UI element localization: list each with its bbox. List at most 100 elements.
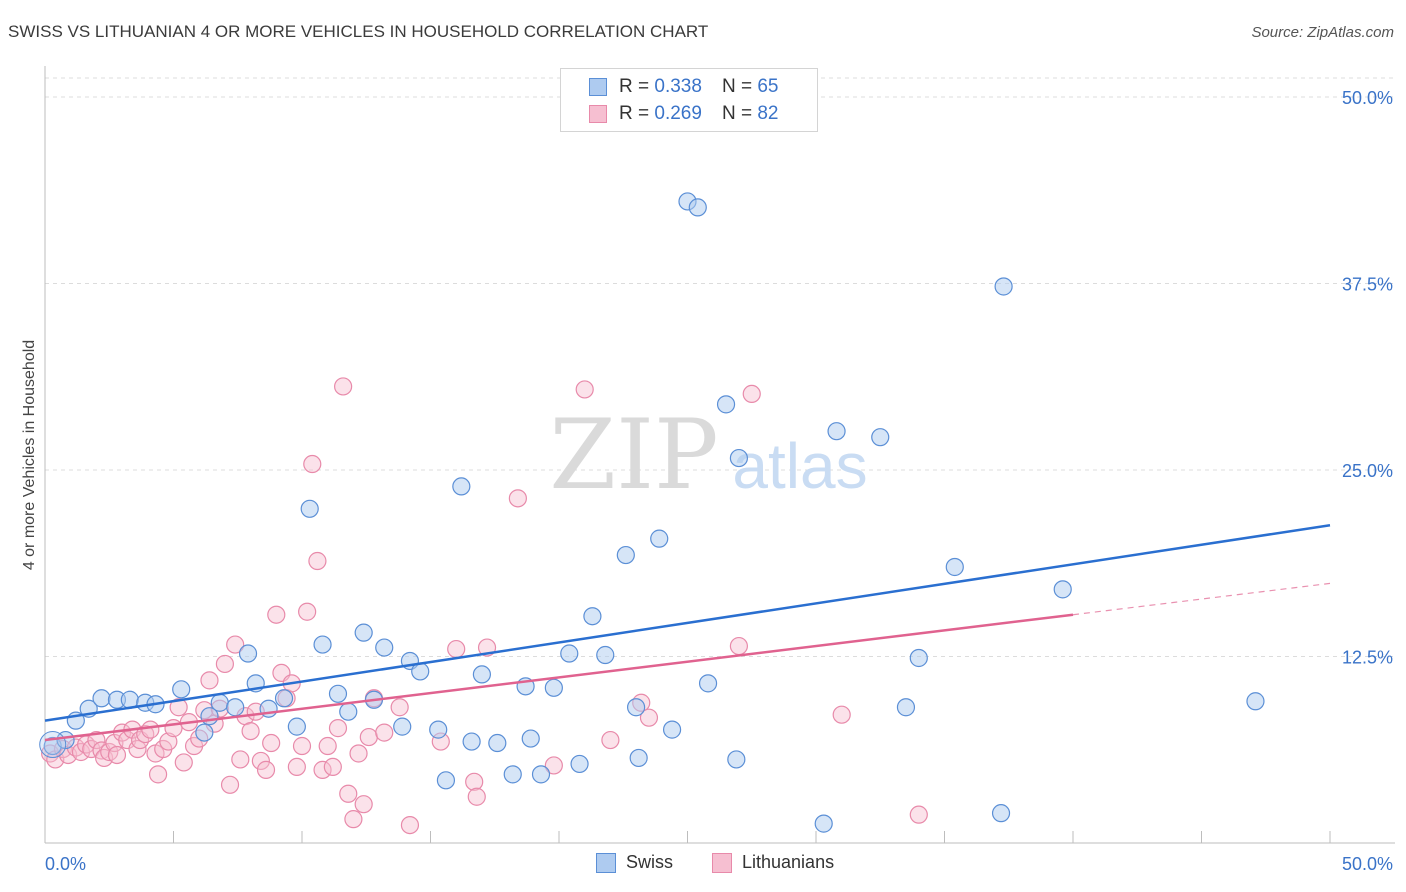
lithuanians-point <box>328 719 348 738</box>
swiss-point <box>814 814 833 833</box>
lithuanians-point <box>318 736 337 756</box>
lithuanians-point <box>323 757 342 777</box>
swiss-point <box>650 529 669 548</box>
lithuanians-point <box>334 377 353 396</box>
swiss-point <box>629 748 648 768</box>
x-tick-label: 50.0% <box>1342 854 1393 874</box>
swiss-point <box>39 731 67 759</box>
swiss-point <box>92 689 111 708</box>
lithuanians-point <box>339 784 358 803</box>
swiss-points <box>39 192 1265 833</box>
y-tick-label: 50.0% <box>1342 88 1393 108</box>
swiss-point <box>626 698 646 717</box>
swiss-point <box>596 645 615 665</box>
lithuanians-point <box>508 489 527 508</box>
lithuanians-point <box>141 720 160 739</box>
lithuanians-point <box>344 810 363 829</box>
lithuanians-point <box>832 705 851 724</box>
legend-lith-label: Lithuanians <box>742 852 835 872</box>
lithuanians-point <box>107 745 127 765</box>
swiss-point <box>896 698 916 717</box>
lithuanians-point <box>169 698 188 717</box>
lithuanians-point <box>256 760 276 779</box>
swiss-point <box>375 638 394 657</box>
swiss-point <box>172 680 191 699</box>
lithuanians-point <box>308 551 327 571</box>
lithuanians-point <box>447 639 466 659</box>
lithuanians-point <box>465 772 484 791</box>
swiss-point <box>909 648 928 668</box>
lithuanians-point <box>467 787 486 806</box>
legend-item-swiss[interactable]: Swiss <box>596 852 673 873</box>
swiss-point <box>560 644 579 663</box>
swiss-point <box>436 771 456 790</box>
swiss-point <box>544 678 563 697</box>
series-legend: Swiss Lithuanians <box>0 852 1406 878</box>
legend-item-lithuanians[interactable]: Lithuanians <box>712 852 834 873</box>
swiss-point <box>488 733 507 753</box>
swiss-legend-swatch-icon <box>596 852 616 873</box>
swiss-point <box>727 750 746 769</box>
swiss-point <box>393 717 412 736</box>
axes <box>44 66 1395 844</box>
swiss-point <box>328 684 348 703</box>
lithuanians-point <box>251 751 270 771</box>
swiss-point <box>238 644 258 663</box>
lithuanians-point <box>174 753 193 772</box>
swiss-point <box>662 720 682 739</box>
swiss-point <box>339 702 358 721</box>
legend-lith-r-value: 0.269 <box>654 103 702 124</box>
swiss-point <box>287 717 306 736</box>
lithuanians-point <box>639 708 659 727</box>
lithuanians-trend-line <box>44 613 1074 742</box>
lithuanians-point <box>601 730 620 750</box>
chart-title: SWISS VS LITHUANIAN 4 OR MORE VEHICLES I… <box>8 22 709 41</box>
swiss-point <box>570 754 589 774</box>
swiss-point <box>274 689 294 708</box>
gridlines <box>45 77 1395 657</box>
swiss-point <box>994 277 1013 296</box>
legend-swiss-n-label: N = <box>721 76 753 97</box>
swiss-point <box>531 765 551 784</box>
lithuanians-point <box>575 380 594 399</box>
lithuanians-point <box>298 602 317 621</box>
swiss-point <box>503 765 522 784</box>
swiss-trend-line <box>44 523 1331 722</box>
swiss-point <box>991 804 1011 823</box>
swiss-point <box>210 693 229 712</box>
lithuanians-point <box>375 723 394 742</box>
swiss-point <box>716 395 736 414</box>
lithuanians-point <box>159 732 178 751</box>
y-tick-label: 12.5% <box>1342 648 1393 668</box>
legend-swiss-r-label: R = <box>619 76 650 97</box>
lithuanians-point <box>148 765 168 784</box>
swiss-point <box>583 607 602 626</box>
legend-swiss-n-value: 65 <box>757 76 779 97</box>
legend-row-lithuanians: R = 0.269 N = 82 <box>561 100 778 128</box>
x-tick-label: 0.0% <box>45 854 86 874</box>
swiss-point <box>429 720 448 739</box>
lithuanians-point <box>220 775 240 794</box>
legend-row-swiss: R = 0.338 N = 65 <box>561 73 778 101</box>
lithuanians-point <box>118 730 137 750</box>
lithuanians-point <box>354 795 373 814</box>
lithuanians-swatch-icon <box>589 105 607 123</box>
swiss-point <box>354 623 373 642</box>
watermark: ZIP atlas <box>549 399 867 511</box>
swiss-point <box>871 428 890 447</box>
lithuanians-point <box>267 605 286 624</box>
lithuanians-point <box>359 727 378 747</box>
swiss-point <box>1053 580 1072 599</box>
swiss-point <box>945 557 964 577</box>
swiss-point <box>729 448 749 468</box>
lithuanians-trend-extension <box>1072 582 1331 616</box>
lithuanians-point <box>742 384 761 404</box>
lithuanians-point <box>87 730 106 750</box>
lithuanians-point <box>303 454 322 474</box>
swiss-point <box>1246 692 1265 711</box>
lithuanians-point <box>241 721 260 741</box>
swiss-point <box>226 698 245 717</box>
lithuanians-point <box>231 750 250 769</box>
swiss-point <box>300 499 319 518</box>
lithuanians-point <box>226 635 245 654</box>
